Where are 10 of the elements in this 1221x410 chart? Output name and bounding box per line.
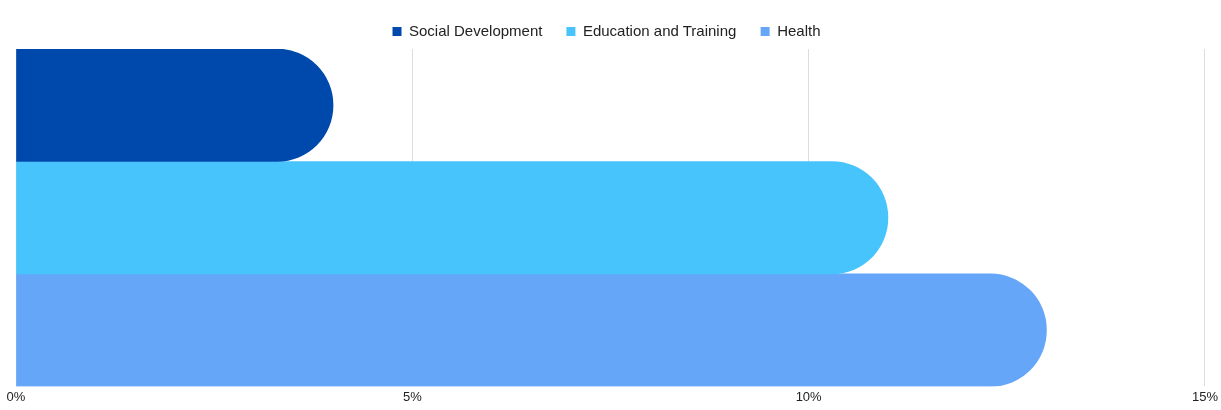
legend-label: Health bbox=[777, 21, 821, 39]
legend-label: Education and Training bbox=[582, 21, 737, 39]
x-tick-label: 5% bbox=[402, 388, 423, 404]
bar bbox=[16, 49, 334, 162]
x-tick-label: 0% bbox=[6, 388, 26, 404]
x-tick-label: 10% bbox=[795, 388, 823, 404]
x-tick-label: 15% bbox=[1191, 388, 1219, 404]
legend-label: Social Development bbox=[409, 21, 544, 39]
bar bbox=[16, 273, 1047, 387]
bar bbox=[16, 161, 889, 275]
